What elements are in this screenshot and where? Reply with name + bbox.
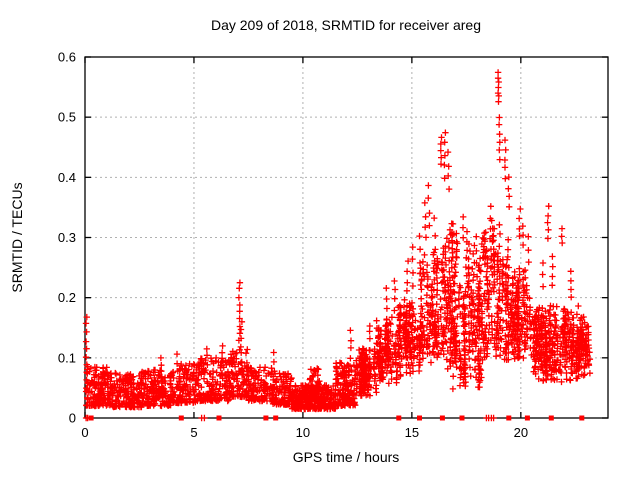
- x-tick-label: 15: [405, 425, 419, 440]
- y-tick-label: 0.5: [58, 110, 76, 125]
- chart-title: Day 209 of 2018, SRMTID for receiver are…: [211, 17, 481, 33]
- tick-labels: 0 5 10 15 20 0 0.1 0.2 0.3 0.4 0.5 0.6: [58, 50, 528, 441]
- x-tick-label: 20: [514, 425, 528, 440]
- y-tick-label: 0.1: [58, 350, 76, 365]
- y-axis-label: SRMTID / TECUs: [9, 182, 25, 292]
- zero-line-square-markers: [88, 415, 585, 421]
- y-tick-label: 0.2: [58, 290, 76, 305]
- y-tick-label: 0.3: [58, 230, 76, 245]
- x-axis-label: GPS time / hours: [293, 449, 400, 465]
- x-tick-label: 5: [190, 425, 197, 440]
- x-tick-label: 10: [296, 425, 310, 440]
- y-tick-label: 0.4: [58, 170, 76, 185]
- x-tick-label: 0: [81, 425, 88, 440]
- y-tick-label: 0: [69, 411, 76, 426]
- scatter-points: [82, 69, 594, 422]
- y-tick-label: 0.6: [58, 50, 76, 65]
